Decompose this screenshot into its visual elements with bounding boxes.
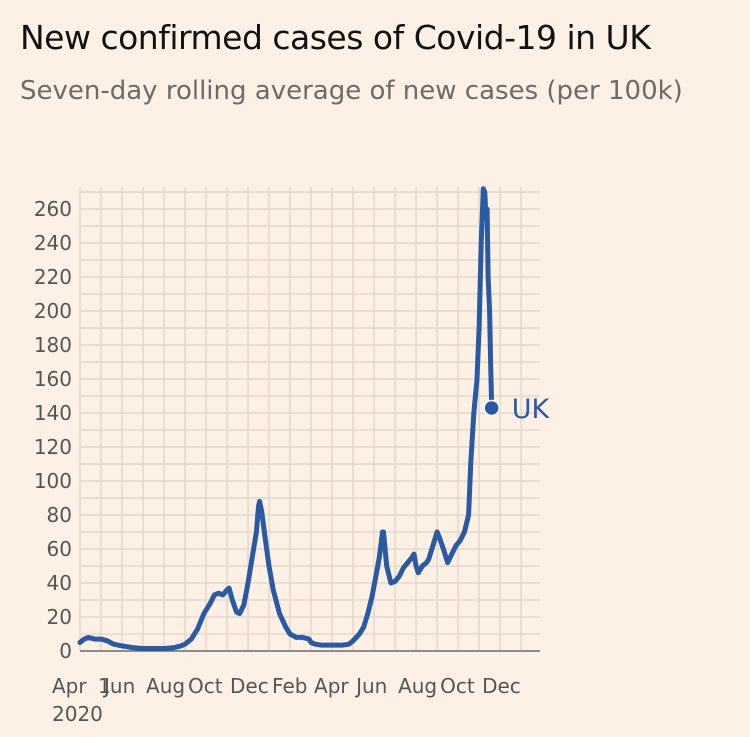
chart-subtitle: Seven-day rolling average of new cases (… — [20, 76, 683, 106]
x-tick-label: Apr — [52, 674, 87, 698]
series-end-point — [483, 399, 500, 417]
x-tick-label: Dec — [230, 674, 269, 698]
y-tick-label: 200 — [34, 299, 72, 323]
y-tick-label: 180 — [34, 333, 72, 357]
series-line-uk — [77, 186, 495, 651]
y-tick-label: 80 — [47, 503, 72, 527]
y-tick-label: 120 — [34, 435, 72, 459]
y-tick-label: 20 — [47, 605, 72, 629]
y-tick-label: 260 — [34, 197, 72, 221]
y-tick-label: 160 — [34, 367, 72, 391]
x-tick-label: Jun — [354, 674, 387, 698]
x-year-label: 2020 — [52, 702, 103, 726]
x-tick-label: Apr — [314, 674, 349, 698]
y-tick-label: 140 — [34, 401, 72, 425]
x-tick-label: Aug — [398, 674, 437, 698]
y-tick-label: 0 — [59, 639, 72, 663]
x-tick-label: Dec — [482, 674, 521, 698]
x-tick-label: Oct — [188, 674, 223, 698]
x-tick-label: Jun — [102, 674, 135, 698]
series-label: UK — [512, 394, 551, 425]
series-group: UK — [77, 186, 551, 651]
y-tick-label: 220 — [34, 265, 72, 289]
x-tick-label-suffix: 1 — [98, 674, 111, 698]
y-tick-label: 60 — [47, 537, 72, 561]
y-tick-labels: 0 20 40 60 80 100 120 140 160 180 200 220 240 260 — [34, 197, 72, 663]
y-tick-label: 240 — [34, 231, 72, 255]
x-tick-label: Oct — [440, 674, 475, 698]
y-tick-label: 40 — [47, 571, 72, 595]
x-tick-label: Aug — [146, 674, 185, 698]
y-tick-label: 100 — [34, 469, 72, 493]
x-tick-label: Feb — [272, 674, 307, 698]
chart-title: New confirmed cases of Covid-19 in UK — [20, 18, 651, 57]
